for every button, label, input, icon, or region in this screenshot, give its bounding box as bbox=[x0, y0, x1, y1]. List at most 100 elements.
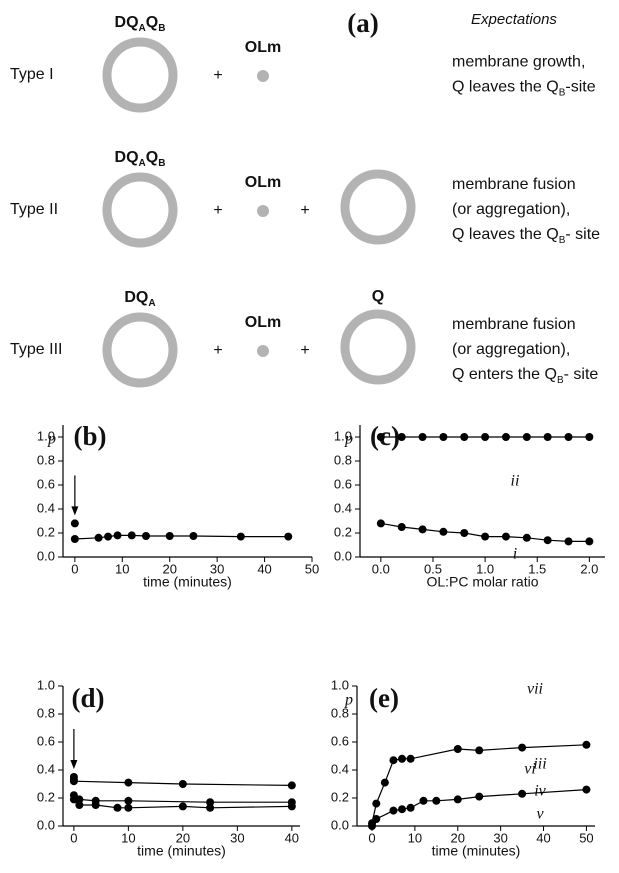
data-point bbox=[475, 746, 484, 755]
y-axis-label: p bbox=[344, 692, 353, 709]
y-tick-label: 0.0 bbox=[37, 817, 55, 832]
series-label: v bbox=[536, 806, 544, 823]
y-tick-label: 0.6 bbox=[334, 476, 352, 491]
subscript: B bbox=[559, 235, 566, 246]
panel-label: (e) bbox=[369, 683, 399, 713]
expectation-line: (or aggregation), bbox=[452, 201, 570, 218]
data-point bbox=[582, 785, 591, 794]
olm-label: OLm bbox=[245, 39, 281, 56]
panel-label: (c) bbox=[370, 421, 400, 451]
data-point bbox=[582, 740, 591, 749]
x-tick-label: 40 bbox=[257, 561, 271, 576]
y-tick-label: 0.0 bbox=[334, 548, 352, 563]
y-tick-label: 0.6 bbox=[331, 733, 349, 748]
data-point bbox=[585, 537, 594, 546]
data-point bbox=[91, 801, 100, 809]
data-point bbox=[406, 754, 415, 763]
text-part: Q bbox=[146, 149, 158, 166]
vesicle bbox=[102, 37, 178, 113]
data-point bbox=[522, 533, 531, 542]
y-tick-label: 0.4 bbox=[37, 500, 55, 515]
y-axis-label: p bbox=[47, 431, 56, 448]
data-point bbox=[376, 433, 385, 441]
text-part: - site bbox=[565, 226, 600, 243]
x-axis-label: time (minutes) bbox=[137, 843, 226, 859]
series-line bbox=[371, 744, 587, 824]
y-tick-label: 0.2 bbox=[334, 524, 352, 539]
x-tick-label: 20 bbox=[162, 561, 176, 576]
x-tick-label: 40 bbox=[536, 830, 550, 845]
data-point bbox=[564, 537, 573, 546]
data-point bbox=[439, 433, 448, 441]
data-point bbox=[236, 532, 245, 541]
data-point bbox=[439, 527, 448, 536]
data-point bbox=[178, 780, 187, 788]
plus: + bbox=[300, 342, 309, 359]
x-tick-label: 0 bbox=[71, 561, 78, 576]
data-point bbox=[397, 523, 406, 531]
subscript: B bbox=[158, 158, 165, 169]
data-point bbox=[481, 433, 490, 441]
data-point bbox=[460, 529, 469, 537]
arrow-head bbox=[70, 760, 78, 769]
x-tick-label: 0.5 bbox=[424, 561, 442, 576]
series-line bbox=[73, 794, 292, 803]
text-part: OLm bbox=[245, 314, 281, 331]
y-tick-label: 1.0 bbox=[334, 428, 352, 443]
vesicle-label: DQAQB bbox=[115, 14, 166, 34]
data-point bbox=[124, 796, 133, 805]
series-label: vi bbox=[524, 761, 536, 778]
text-part: -site bbox=[565, 79, 595, 96]
y-tick-label: 0.8 bbox=[37, 705, 55, 720]
vesicle-label: DQA bbox=[124, 289, 155, 309]
y-tick-label: 0.6 bbox=[37, 733, 55, 748]
data-point bbox=[189, 532, 198, 540]
text-part: OLm bbox=[245, 39, 281, 56]
series-label: iv bbox=[534, 783, 546, 800]
data-point bbox=[453, 745, 462, 753]
olm-dot bbox=[257, 70, 269, 82]
x-tick-label: 30 bbox=[210, 561, 224, 576]
x-axis-label: time (minutes) bbox=[143, 574, 232, 590]
data-point bbox=[564, 433, 573, 441]
y-tick-label: 0.6 bbox=[37, 476, 55, 491]
panel-label: (d) bbox=[72, 683, 105, 713]
y-tick-label: 0.4 bbox=[334, 500, 352, 515]
data-point bbox=[94, 533, 103, 542]
data-point bbox=[69, 795, 78, 804]
data-point bbox=[75, 801, 84, 809]
plus: + bbox=[213, 202, 222, 219]
plus: + bbox=[300, 202, 309, 219]
text-part: membrane fusion bbox=[452, 176, 576, 193]
x-tick-label: 30 bbox=[493, 830, 507, 845]
data-point bbox=[113, 803, 122, 812]
text-part: Q leaves the Q bbox=[452, 79, 559, 96]
y-tick-label: 0.4 bbox=[37, 761, 55, 776]
subscript: B bbox=[559, 88, 566, 99]
olm-label: OLm bbox=[245, 174, 281, 191]
data-point bbox=[206, 798, 215, 807]
x-tick-label: 20 bbox=[176, 830, 190, 845]
heading: Expectations bbox=[471, 11, 557, 28]
data-point bbox=[522, 433, 531, 441]
x-tick-label: 10 bbox=[408, 830, 422, 845]
data-point bbox=[453, 795, 462, 804]
data-point bbox=[372, 799, 381, 808]
x-tick-label: 10 bbox=[121, 830, 135, 845]
data-point bbox=[113, 531, 122, 540]
expectation-line: membrane growth, bbox=[452, 54, 585, 71]
olm-dot bbox=[257, 345, 269, 357]
data-point bbox=[475, 792, 484, 801]
data-point bbox=[372, 815, 381, 823]
data-point bbox=[518, 743, 527, 752]
data-point bbox=[380, 778, 389, 787]
data-point bbox=[70, 519, 79, 528]
data-point bbox=[432, 796, 441, 805]
data-point bbox=[178, 802, 187, 811]
subscript: B bbox=[158, 23, 165, 34]
x-tick-label: 0 bbox=[368, 830, 375, 845]
x-axis-label: OL:PC molar ratio bbox=[426, 574, 538, 590]
data-point bbox=[142, 532, 150, 540]
text-part: Q bbox=[146, 14, 158, 31]
